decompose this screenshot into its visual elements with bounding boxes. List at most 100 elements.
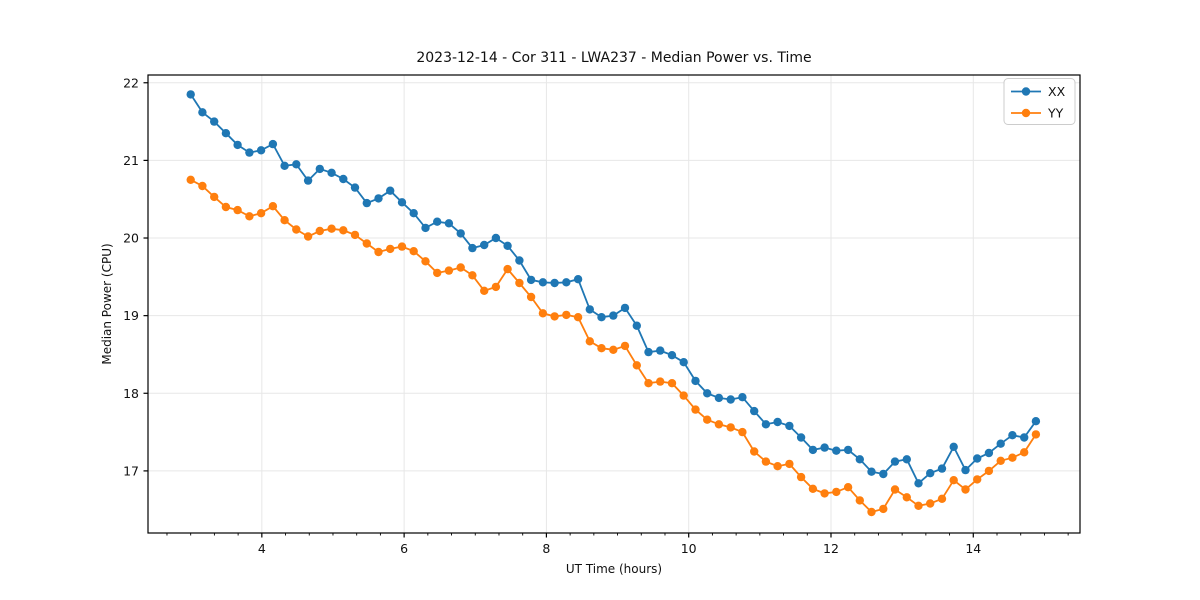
y-tick-label: 21 <box>123 153 139 168</box>
series-xx-marker <box>644 347 653 357</box>
series-yy-marker <box>761 457 771 466</box>
series-xx-marker <box>949 442 958 451</box>
series-yy-marker <box>362 239 371 248</box>
series-xx-marker <box>855 455 864 464</box>
series-yy-marker <box>198 181 207 191</box>
series-xx-marker <box>902 455 911 464</box>
legend-yy-marker <box>1021 108 1031 118</box>
chart-title: 2023-12-14 - Cor 311 - LWA237 - Median P… <box>416 50 812 66</box>
series-yy-marker <box>738 427 747 437</box>
series-yy-marker <box>397 242 407 251</box>
series-xx-marker <box>538 278 548 287</box>
x-tick-label: 4 <box>258 541 266 556</box>
series-yy-marker <box>667 379 677 388</box>
series-yy-marker <box>926 499 935 508</box>
series-xx-marker <box>620 303 630 313</box>
series-yy-marker <box>1008 453 1017 462</box>
series-yy-marker <box>315 226 324 236</box>
series-xx-marker <box>397 198 407 207</box>
series-xx-marker <box>820 443 829 452</box>
series-xx-marker <box>421 223 430 233</box>
x-tick-label: 14 <box>965 541 981 556</box>
series-yy-marker <box>503 264 512 274</box>
series-yy-marker <box>245 212 254 221</box>
series-xx-marker <box>914 479 923 488</box>
series-xx-marker <box>233 140 242 150</box>
y-axis-label: Median Power (CPU) <box>100 243 114 365</box>
series-xx-marker <box>468 243 477 253</box>
series-xx-marker <box>1031 417 1041 426</box>
series-yy-marker <box>949 476 958 485</box>
series-yy-marker <box>433 268 442 278</box>
series-xx-marker <box>350 183 360 192</box>
series-yy-marker <box>526 292 536 302</box>
series-xx-marker <box>973 454 982 463</box>
series-xx-marker <box>879 469 888 479</box>
y-tick-label: 19 <box>123 308 139 323</box>
series-yy-marker <box>480 286 489 295</box>
series-yy-marker <box>656 377 665 386</box>
series-yy-marker <box>456 263 465 272</box>
series-xx-marker <box>515 256 524 265</box>
series-xx-marker <box>714 393 724 403</box>
series-xx-marker <box>491 233 501 243</box>
series-xx-marker <box>984 448 994 458</box>
series-yy-marker <box>703 415 712 424</box>
axes-ticks: 4 6 8 10 12 14 17 18 19 20 21 22 <box>123 75 1069 556</box>
series-yy-marker <box>327 224 336 233</box>
series-xx-marker <box>667 351 677 360</box>
x-tick-label: 8 <box>542 541 550 556</box>
series-xx-marker <box>186 90 195 99</box>
series-yy-marker <box>491 282 501 292</box>
series-xx-marker <box>268 139 278 149</box>
series-xx-marker <box>632 321 641 330</box>
series-yy-marker <box>644 379 653 388</box>
series-yy-marker <box>973 475 982 484</box>
series-yy-marker <box>350 230 360 240</box>
legend-yy-label: YY <box>1047 106 1064 121</box>
series-yy <box>186 175 1041 517</box>
series-xx-marker <box>961 465 970 475</box>
series-xx-marker <box>703 389 712 398</box>
series-yy-marker <box>879 504 888 514</box>
series-yy-marker <box>620 341 630 351</box>
series-yy-marker <box>914 501 923 510</box>
series-xx-marker <box>221 129 231 138</box>
series-xx-marker <box>444 219 454 228</box>
series-xx-marker <box>867 467 876 476</box>
legend-xx-marker <box>1021 87 1031 96</box>
series-yy-marker <box>538 309 548 318</box>
series-xx-marker <box>480 240 489 250</box>
series-xx-marker <box>597 313 606 322</box>
series-yy-marker <box>303 232 313 241</box>
series-xx-marker <box>339 174 348 184</box>
series-xx-marker <box>890 457 900 466</box>
series-xx-marker <box>773 417 782 427</box>
series-yy-marker <box>233 205 242 215</box>
series-yy-marker <box>186 175 195 184</box>
series-yy-marker <box>585 337 594 346</box>
legend-xx-label: XX <box>1048 84 1066 99</box>
series-yy-marker <box>996 456 1005 465</box>
series-xx-marker <box>198 108 207 117</box>
series-yy-marker <box>773 462 782 471</box>
series-xx-marker <box>292 160 301 169</box>
series-xx-marker <box>280 161 289 170</box>
series-yy-marker <box>550 312 559 321</box>
series-xx-marker <box>456 229 465 238</box>
series-yy-marker <box>679 391 688 400</box>
series-yy-marker <box>714 420 724 429</box>
series-xx-marker <box>843 445 853 455</box>
series-xx-marker <box>750 406 759 416</box>
series-yy-marker <box>785 459 794 469</box>
series-yy-marker <box>280 216 289 225</box>
series-yy-marker <box>421 257 430 266</box>
series-yy-marker <box>562 310 571 320</box>
series-xx-marker <box>937 464 947 473</box>
series-yy-marker <box>984 466 994 476</box>
x-tick-label: 6 <box>400 541 408 556</box>
series-xx-marker <box>245 148 254 157</box>
series-yy-marker <box>292 225 301 234</box>
